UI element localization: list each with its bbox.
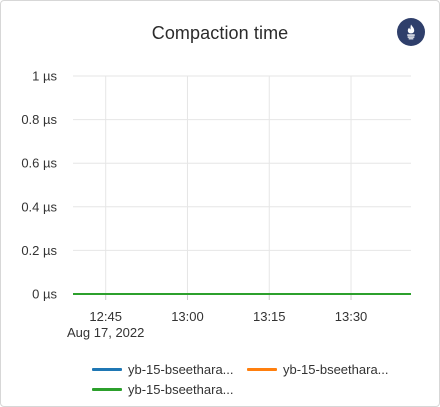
legend-swatch — [247, 368, 277, 371]
y-tick-label: 0 µs — [32, 287, 57, 302]
chart-title: Compaction time — [151, 23, 289, 43]
y-tick-label: 0.8 µs — [21, 112, 57, 127]
prometheus-flame-glyph — [407, 24, 415, 40]
x-tick-date-label: Aug 17, 2022 — [67, 325, 144, 340]
legend-item-3[interactable]: yb-15-bseethara... — [92, 382, 234, 397]
x-tick-label: 13:15 — [253, 309, 286, 324]
y-tick-label: 0.6 µs — [21, 156, 57, 171]
legend-swatch — [92, 388, 122, 391]
x-tick-label: 13:30 — [335, 309, 368, 324]
y-tick-label: 0.4 µs — [21, 199, 57, 214]
legend-label: yb-15-bseethara... — [128, 362, 234, 377]
y-tick-label: 1 µs — [32, 69, 57, 84]
x-tick-label: 13:00 — [171, 309, 204, 324]
legend-label: yb-15-bseethara... — [128, 382, 234, 397]
legend-swatch — [92, 368, 122, 371]
legend-label: yb-15-bseethara... — [283, 362, 389, 377]
x-tick-label: 12:45 — [89, 309, 122, 324]
legend-item-1[interactable]: yb-15-bseethara... — [92, 362, 234, 377]
y-tick-label: 0.2 µs — [21, 243, 57, 258]
legend-item-2[interactable]: yb-15-bseethara... — [247, 362, 389, 377]
prometheus-logo-icon[interactable] — [397, 18, 425, 46]
